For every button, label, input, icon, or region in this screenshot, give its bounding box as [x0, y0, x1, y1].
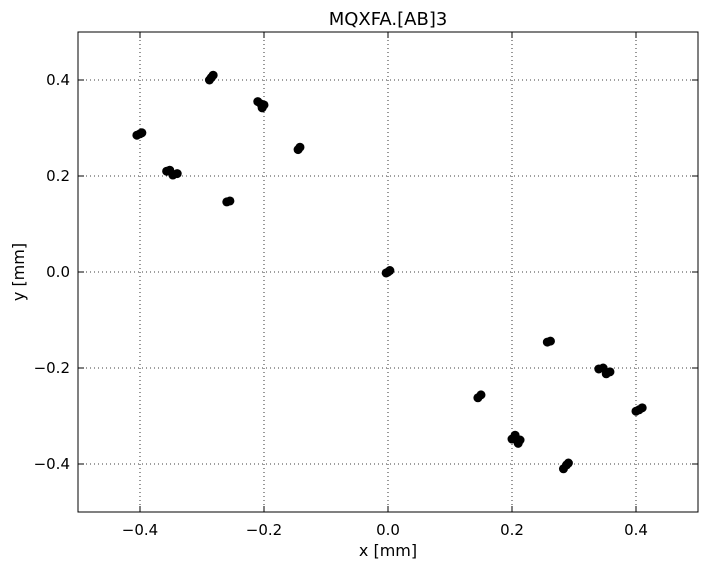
data-point	[295, 142, 305, 152]
x-tick-label: −0.2	[246, 521, 282, 539]
data-point	[637, 403, 647, 413]
y-tick-label: 0.0	[46, 263, 70, 281]
data-points	[132, 70, 647, 474]
data-point	[225, 196, 235, 206]
y-tick-label: −0.4	[34, 455, 70, 473]
data-point	[515, 435, 525, 445]
y-axis-label: y [mm]	[9, 243, 28, 301]
data-point	[545, 336, 555, 346]
x-tick-label: 0.2	[500, 521, 524, 539]
data-point	[385, 266, 395, 276]
data-point	[476, 390, 486, 400]
chart-title: MQXFA.[AB]3	[329, 9, 448, 30]
data-point	[257, 103, 267, 113]
y-tick-label: 0.4	[46, 71, 70, 89]
data-point	[563, 458, 573, 468]
y-tick-label: −0.2	[34, 359, 70, 377]
data-point	[605, 367, 615, 377]
data-point	[172, 169, 182, 179]
data-point	[208, 70, 218, 80]
data-point	[137, 128, 147, 138]
x-axis-label: x [mm]	[359, 541, 417, 560]
x-tick-label: 0.4	[624, 521, 648, 539]
x-tick-label: 0.0	[376, 521, 400, 539]
x-tick-labels: −0.4 −0.2 0.0 0.2 0.4	[122, 521, 648, 539]
ticks	[78, 32, 698, 512]
y-tick-labels: −0.4 −0.2 0.0 0.2 0.4	[34, 71, 70, 473]
y-tick-label: 0.2	[46, 167, 70, 185]
x-tick-label: −0.4	[122, 521, 158, 539]
